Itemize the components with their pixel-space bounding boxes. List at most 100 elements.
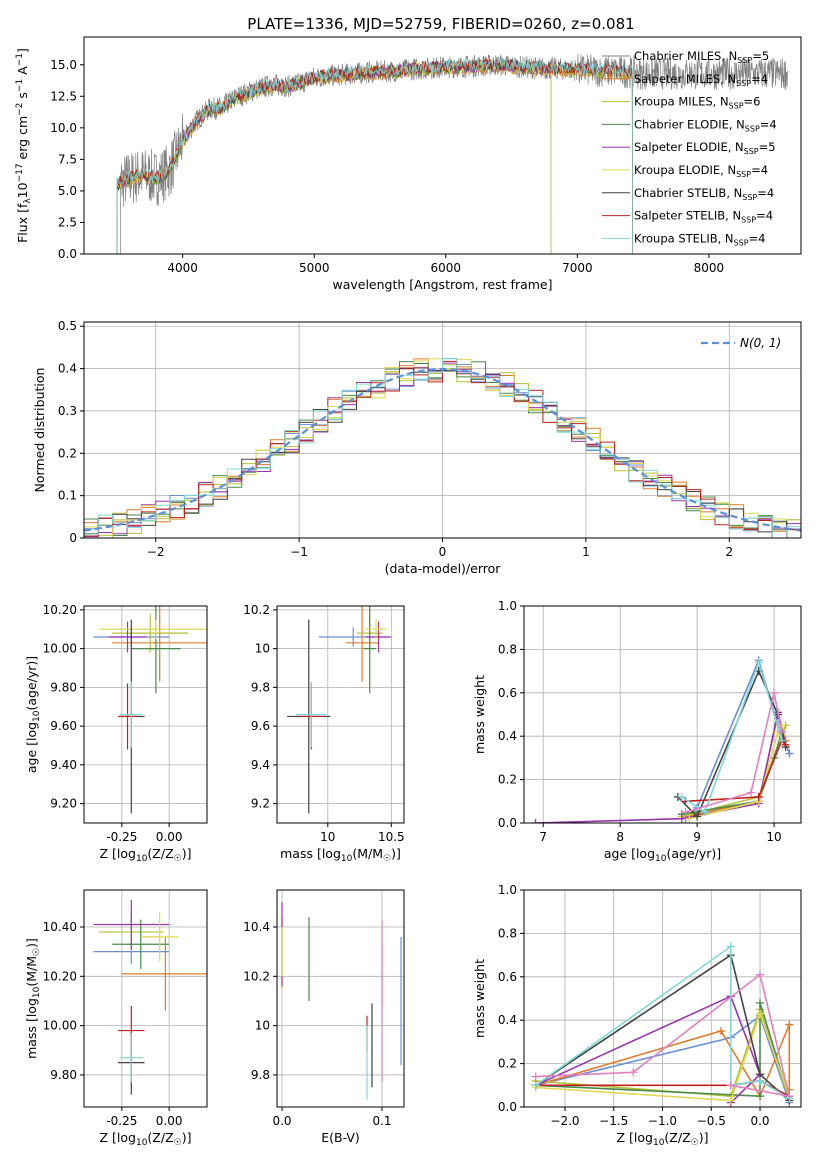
- legend-sub: SSP: [729, 102, 744, 111]
- weight-marker: [531, 1081, 540, 1090]
- x-tick-label: 7: [539, 830, 547, 844]
- y-axis-label: age [log10(age/yr)]: [24, 656, 42, 773]
- legend-sub: SSP: [737, 56, 752, 65]
- weight-line: [689, 724, 783, 820]
- x-tick-label: 7000: [562, 261, 593, 275]
- weight-line: [535, 1011, 791, 1102]
- label-part: wavelength [Angstrom, rest frame]: [332, 277, 552, 292]
- x-tick-label: −1.5: [599, 1114, 628, 1128]
- y-tick-label: 9.20: [50, 797, 77, 811]
- y-tick-label: 9.40: [50, 758, 77, 772]
- y-tick-label: 0: [69, 531, 77, 545]
- legend-entry: Salpeter ELODIE, NSSP=5: [634, 140, 776, 156]
- label-part: Z [log: [100, 1130, 136, 1145]
- axes-frame: [83, 36, 802, 255]
- legend-entry: Kroupa STELIB, NSSP=4: [634, 231, 765, 247]
- label-part: Flux [f: [15, 203, 30, 243]
- plot-area-spectrum: [116, 54, 789, 254]
- x-axis-label: age [log10(age/yr)]: [604, 846, 721, 864]
- plot-area-mass-vs-Z: [93, 899, 207, 1095]
- x-tick-label: 4000: [167, 261, 198, 275]
- axes-frame: [276, 605, 405, 824]
- label-part: )]: [699, 1130, 709, 1145]
- y-tick-label: 15.0: [50, 58, 77, 72]
- y-tick-label: 0.2: [58, 446, 77, 460]
- panel-mass-vs-EBV: 0.0 0.1 9.8 10 10.2 10.4 E(B-V): [243, 889, 405, 1145]
- legend-text: Salpeter STELIB, N: [634, 209, 741, 223]
- weight-marker: [777, 736, 786, 745]
- y-tick-label: 0.6: [498, 686, 517, 700]
- weight-marker: [781, 740, 790, 749]
- legend-entry: Salpeter STELIB, NSSP=4: [634, 209, 773, 225]
- x-tick-label: −1: [290, 545, 308, 559]
- label-part: 10: [136, 1138, 148, 1148]
- y-tick-label: 2.5: [58, 215, 77, 229]
- weight-marker: [756, 998, 765, 1007]
- label-part: )]: [182, 846, 192, 861]
- y-tick-label: 0.8: [498, 642, 517, 656]
- y-tick-label: 10.2: [243, 603, 270, 617]
- x-axis-label: Z [log10(Z/Z☉)]: [100, 846, 192, 864]
- label-part: erg cm: [15, 116, 30, 164]
- y-tick-label: 0.2: [498, 773, 517, 787]
- spectrum-model-kroupa-stelib: [116, 57, 634, 254]
- label-part: −17: [15, 163, 25, 182]
- legend-entry: Chabrier STELIB, NSSP=4: [634, 186, 774, 202]
- y-tick-label: 10.20: [43, 969, 77, 983]
- axes-frame: [523, 605, 802, 824]
- label-part: Z [log: [617, 1130, 653, 1145]
- weight-marker: [777, 727, 786, 736]
- y-tick-label: 10: [255, 642, 270, 656]
- weight-marker: [629, 1068, 638, 1077]
- x-tick-label: 10.5: [378, 830, 405, 844]
- legend-text: Kroupa ELODIE, N: [634, 163, 736, 177]
- x-tick-label: 2: [725, 545, 733, 559]
- x-axis-label: E(B-V): [321, 1130, 360, 1145]
- x-tick-label: 8: [616, 830, 624, 844]
- legend-entry: Salpeter MILES, NSSP=4: [634, 72, 768, 88]
- x-tick-label: 10: [320, 830, 335, 844]
- y-tick-label: 0.4: [498, 729, 517, 743]
- label-part: (Z/Z: [147, 846, 173, 861]
- y-tick-label: 9.6: [251, 719, 270, 733]
- legend-sub: SSP: [744, 147, 759, 156]
- legend-text: Chabrier STELIB, N: [634, 186, 742, 200]
- x-tick-label: -0.25: [106, 1114, 137, 1128]
- label-part: 10: [32, 710, 42, 722]
- y-tick-label: 0.3: [58, 404, 77, 418]
- weight-marker: [717, 1027, 726, 1036]
- label-part: ☉: [32, 948, 42, 956]
- legend-sub: SSP: [741, 216, 756, 225]
- weight-marker: [726, 1081, 735, 1090]
- y-tick-label: 5.0: [58, 184, 77, 198]
- weight-line: [685, 692, 783, 813]
- x-tick-label: 6000: [431, 261, 462, 275]
- weight-marker: [677, 792, 686, 801]
- x-tick-label: 0.00: [156, 830, 183, 844]
- plot-area-weight-vs-Z: [531, 942, 794, 1107]
- weight-marker: [531, 1072, 540, 1081]
- x-tick-label: 5000: [299, 261, 330, 275]
- legend-sub: SSP: [745, 124, 760, 133]
- x-axis-label: Z [log10(Z/Z☉)]: [617, 1130, 709, 1148]
- legend-sub: SSP: [742, 193, 757, 202]
- weight-marker: [756, 970, 765, 979]
- label-part: A: [15, 66, 30, 79]
- y-tick-label: 9.80: [50, 1068, 77, 1082]
- x-tick-label: −2.0: [550, 1114, 579, 1128]
- weight-line: [535, 712, 787, 823]
- x-tick-label: 0.1: [372, 1114, 391, 1128]
- spectrum-model-salpeter-stelib: [116, 57, 634, 254]
- weight-marker: [681, 808, 690, 817]
- x-axis-label: mass [log10(M/M☉)]: [280, 846, 401, 864]
- axes-frame: [83, 321, 802, 539]
- y-tick-label: 0.5: [58, 319, 77, 333]
- x-tick-label: 0.0: [272, 1114, 291, 1128]
- y-tick-label: 0.8: [498, 926, 517, 940]
- y-tick-label: 10.00: [43, 642, 77, 656]
- y-tick-label: 10.2: [243, 969, 270, 983]
- x-tick-label: -0.25: [106, 830, 137, 844]
